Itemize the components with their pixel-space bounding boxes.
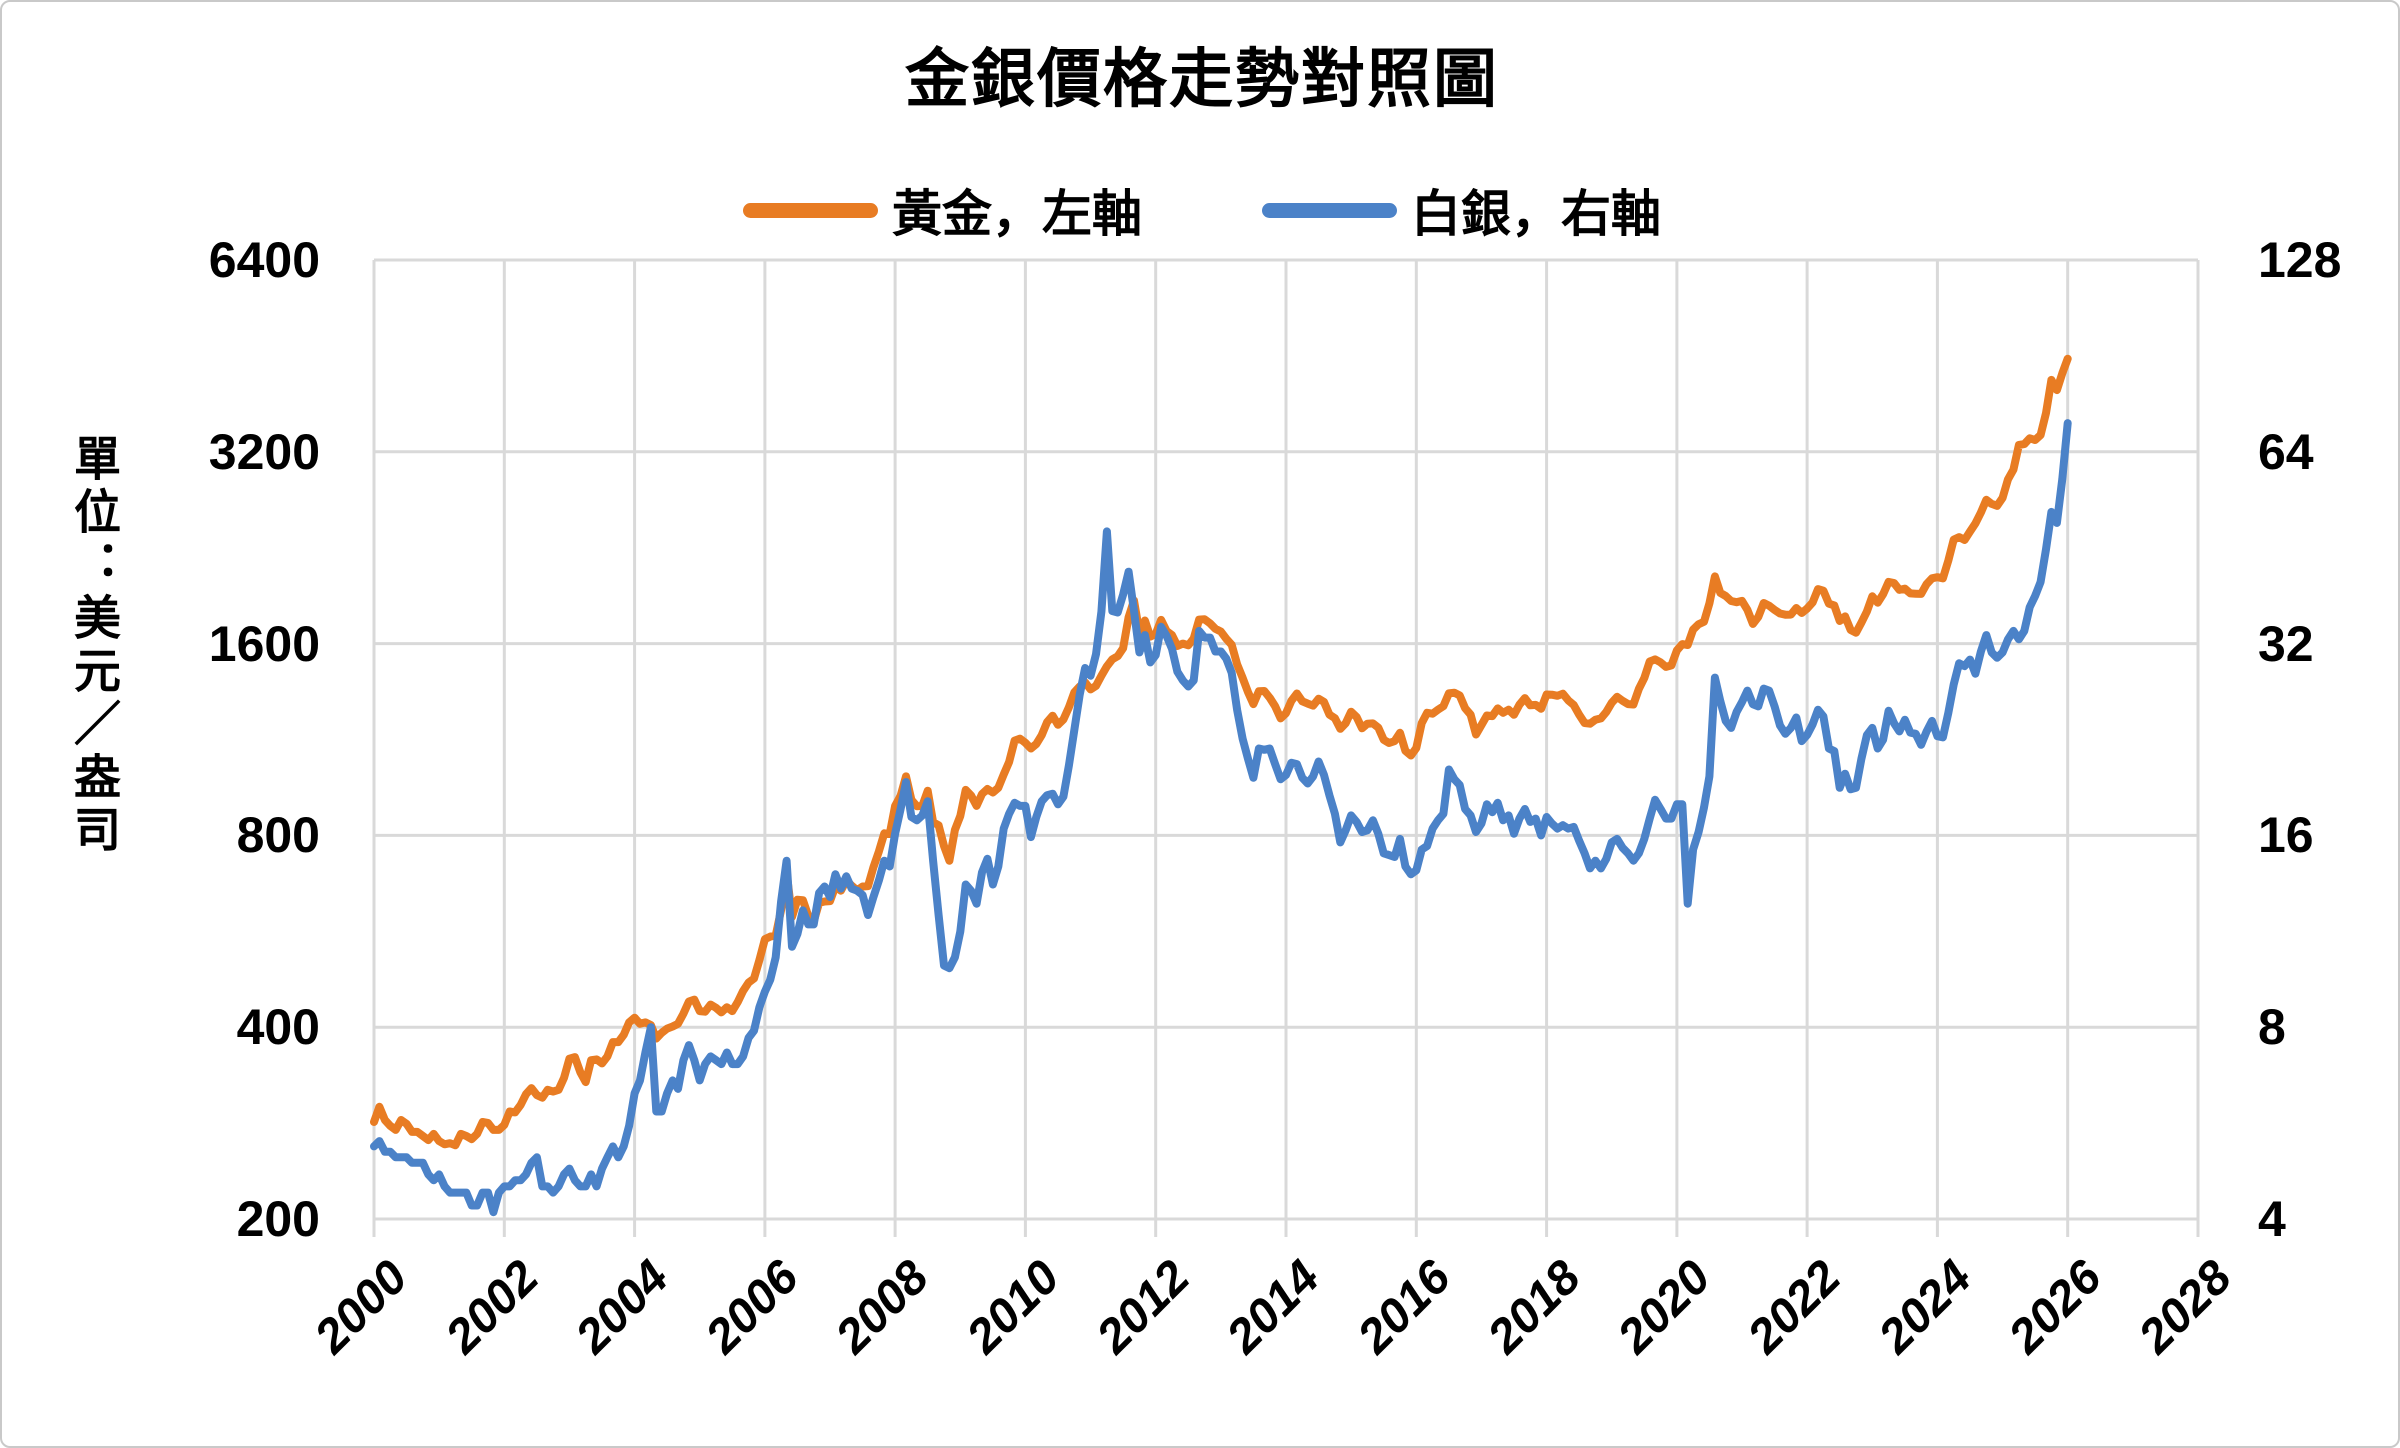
right-axis-tick-label-4: 4 [2258, 1191, 2286, 1247]
right-axis-tick-label-8: 8 [2258, 999, 2286, 1056]
left-axis-title: 單位：美元／盎司 [66, 434, 118, 858]
gold-series-line [370, 354, 2072, 1150]
right-axis-tick-label-64: 64 [2258, 423, 2314, 480]
left-axis-tick-label-400: 400 [236, 999, 320, 1056]
legend-item-silver: 白銀，右軸 [1262, 174, 1661, 246]
left-axis-tick-label-200: 200 [236, 1191, 320, 1247]
left-axis-tick-label-800: 800 [236, 807, 320, 864]
gold-legend-dash-icon [743, 202, 878, 218]
chart-title: 金銀價格走勢對照圖 [905, 44, 1499, 115]
left-axis-tick-label-6400: 6400 [208, 232, 320, 288]
silver-series-line [370, 419, 2072, 1217]
right-axis-tick-label-128: 128 [2258, 232, 2342, 288]
gold-legend-label: 黃金，左軸 [892, 186, 1142, 242]
silver-legend-label: 白銀，右軸 [1411, 186, 1661, 242]
right-axis-tick-label-32: 32 [2258, 615, 2314, 672]
right-axis-tick-label-16: 16 [2258, 807, 2314, 864]
left-axis-tick-label-1600: 1600 [208, 615, 320, 672]
left-axis-tick-label-3200: 3200 [208, 423, 320, 480]
silver-legend-dash-icon [1262, 202, 1397, 218]
legend: 黃金，左軸 白銀，右軸 [2, 174, 2398, 246]
legend-item-gold: 黃金，左軸 [743, 174, 1142, 246]
